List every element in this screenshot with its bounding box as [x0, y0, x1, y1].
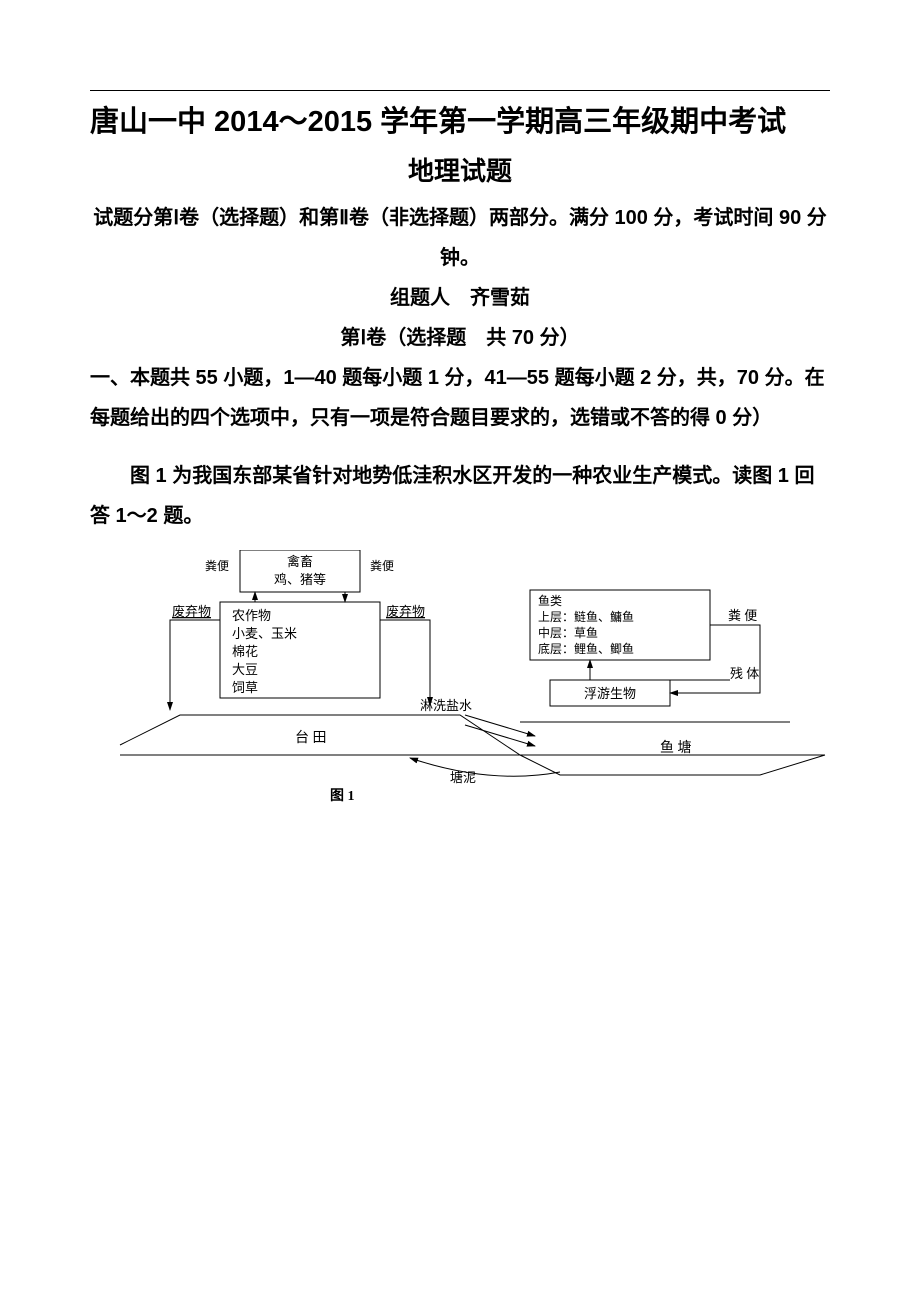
- parts-instruction: 试题分第Ⅰ卷（选择题）和第Ⅱ卷（非选择题）两部分。满分 100 分，考试时间 9…: [90, 198, 830, 278]
- box-crops: 农作物 小麦、玉米 棉花 大豆 饲草: [220, 602, 380, 698]
- label-residue: 残 体: [730, 666, 759, 681]
- box-crops-line1: 农作物: [232, 608, 271, 623]
- box-animals-line2: 鸡、猪等: [274, 572, 326, 587]
- section1-heading: 第Ⅰ卷（选择题 共 70 分）: [90, 318, 830, 358]
- diagram-svg: 禽畜 鸡、猪等 农作物 小麦、玉米 棉花 大豆 饲草 鱼类 上层：鲢鱼、鳙鱼 中…: [90, 550, 830, 810]
- label-waste-right: 废弃物: [386, 604, 425, 619]
- box-animals-line1: 禽畜: [287, 554, 313, 569]
- label-saltwater: 淋洗盐水: [420, 698, 472, 713]
- label-fishpond: 鱼 塘: [660, 739, 692, 756]
- label-pond-mud: 塘泥: [450, 770, 476, 785]
- rules-line: 一、本题共 55 小题，1—40 题每小题 1 分，41—55 题每小题 2 分…: [90, 358, 830, 438]
- label-waste-left: 废弃物: [172, 604, 211, 619]
- page: 唐山一中 2014～2015 学年第一学期高三年级期中考试 地理试题 试题分第Ⅰ…: [0, 0, 920, 875]
- figure-caption: 图 1: [330, 788, 355, 804]
- arrow-saltwater-2: [465, 725, 535, 746]
- box-crops-line3: 棉花: [232, 644, 258, 659]
- label-fish-feces: 粪 便: [728, 608, 757, 623]
- q1-2-prompt: 图 1 为我国东部某省针对地势低洼积水区开发的一种农业生产模式。读图 1 回答 …: [90, 456, 830, 536]
- box-fish: 鱼类 上层：鲢鱼、鳙鱼 中层：草鱼 底层：鲤鱼、鲫鱼: [530, 590, 710, 660]
- box-animals: 禽畜 鸡、猪等: [240, 550, 360, 592]
- box-crops-line4: 大豆: [232, 662, 258, 677]
- box-fish-line4: 底层：鲤鱼、鲫鱼: [538, 641, 634, 656]
- figure-1: 禽畜 鸡、猪等 农作物 小麦、玉米 棉花 大豆 饲草 鱼类 上层：鲢鱼、鳙鱼 中…: [90, 550, 830, 815]
- subject-title: 地理试题: [90, 151, 830, 188]
- label-feed-left: 粪便: [205, 559, 229, 573]
- pond-shape: [520, 755, 825, 775]
- box-crops-line5: 饲草: [232, 680, 258, 695]
- box-plankton: 浮游生物: [550, 680, 670, 706]
- arrow-waste-left: [170, 620, 220, 710]
- exam-title: 唐山一中 2014～2015 学年第一学期高三年级期中考试: [90, 101, 830, 145]
- author-line: 组题人 齐雪茹: [90, 278, 830, 318]
- box-fish-line1: 鱼类: [538, 594, 562, 608]
- box-fish-line2: 上层：鲢鱼、鳙鱼: [538, 609, 634, 624]
- arrow-waste-right: [380, 620, 430, 705]
- label-feed-right: 粪便: [370, 559, 394, 573]
- box-crops-line2: 小麦、玉米: [232, 626, 297, 641]
- box-plankton-line1: 浮游生物: [584, 686, 636, 701]
- label-terrace: 台 田: [295, 730, 327, 746]
- box-fish-line3: 中层：草鱼: [538, 625, 598, 640]
- arrow-pond-mud: [410, 758, 560, 776]
- top-divider: [90, 90, 830, 91]
